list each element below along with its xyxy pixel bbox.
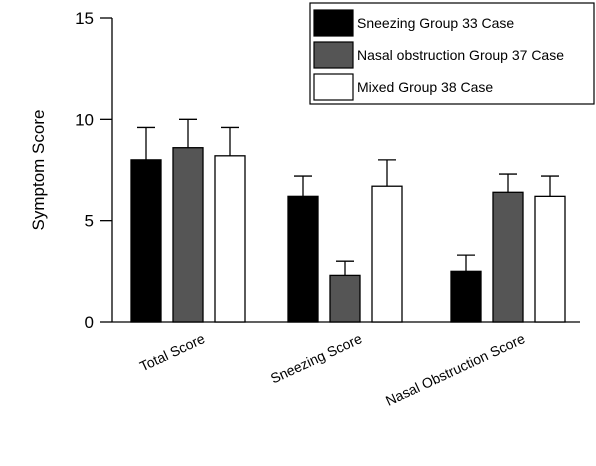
bar (130, 159, 162, 323)
legend-swatch (313, 73, 354, 101)
legend-label: Nasal obstruction Group 37 Case (357, 47, 564, 63)
y-tick-label: 15 (75, 9, 94, 28)
y-axis-title: Symptom Score (29, 110, 48, 231)
y-tick-label: 10 (75, 110, 94, 129)
legend: Sneezing Group 33 Case Nasal obstruction … (309, 2, 595, 105)
x-tick-label: Nasal Obstruction Score (383, 330, 527, 409)
bar (371, 185, 403, 323)
legend-box (309, 2, 595, 105)
legend-swatch (313, 9, 354, 37)
y-tick-label: 5 (85, 212, 94, 231)
x-tick-label: Sneezing Score (268, 330, 365, 386)
bars (130, 118, 566, 323)
x-tick-label: Total Score (137, 330, 207, 374)
bar (534, 195, 566, 323)
bar (214, 155, 246, 323)
legend-label: Mixed Group 38 Case (357, 79, 493, 95)
bar (172, 147, 204, 323)
legend-swatch (313, 41, 354, 69)
legend-label: Sneezing Group 33 Case (357, 15, 514, 31)
bar (287, 195, 319, 323)
y-tick-label: 0 (85, 313, 94, 332)
bar (329, 274, 361, 323)
bar (492, 191, 524, 323)
bar (450, 270, 482, 323)
